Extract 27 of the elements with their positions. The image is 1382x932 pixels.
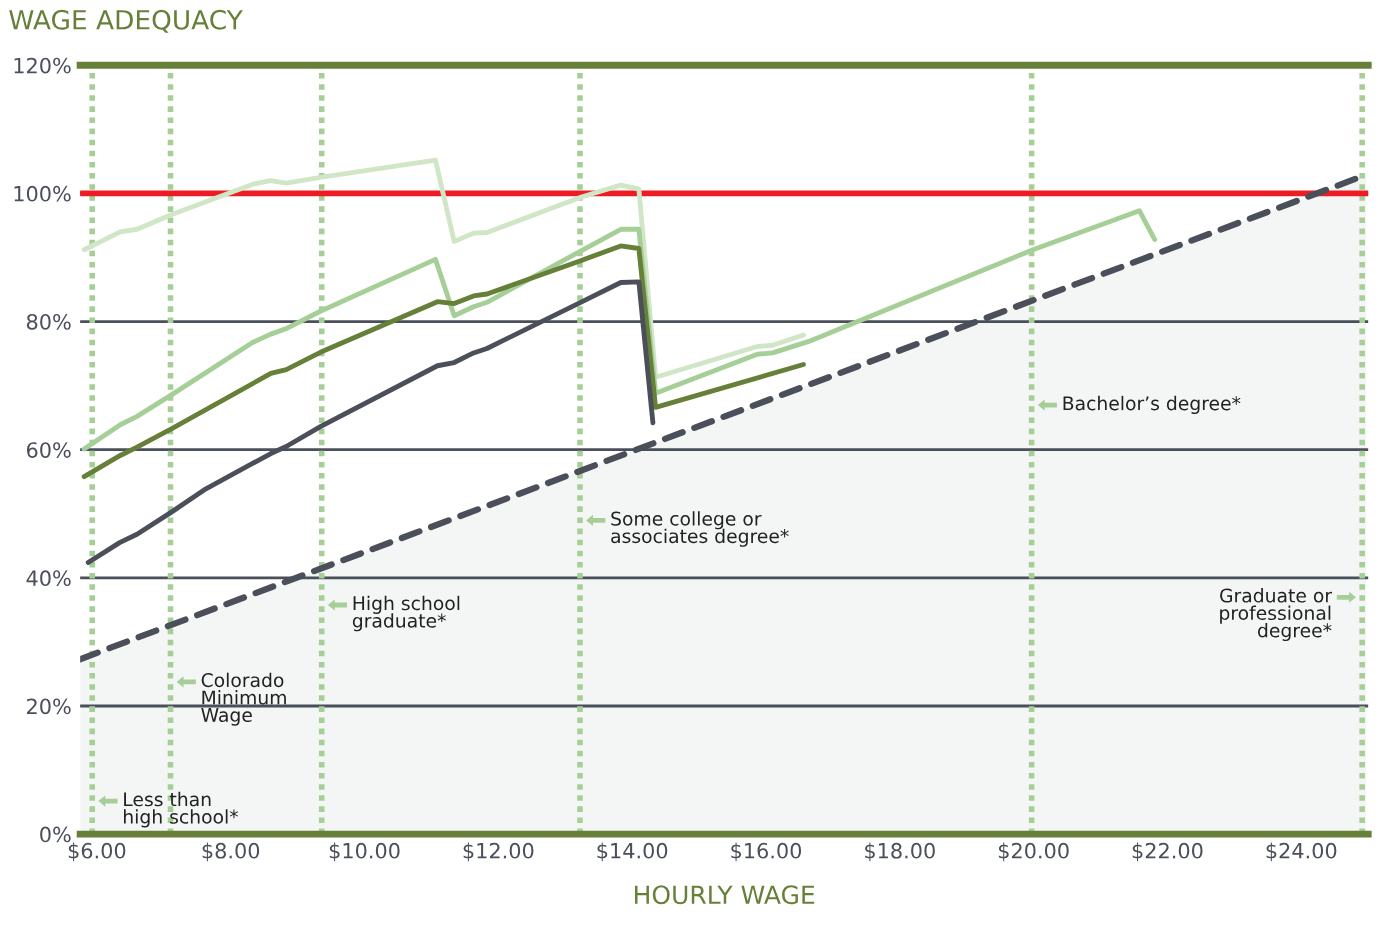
x-tick-label: $18.00 xyxy=(865,842,935,862)
y-tick-label: 120% xyxy=(14,57,71,74)
y-tick-label: 60% xyxy=(26,442,71,458)
ref-line-label: Colorado Minimum Wage xyxy=(201,672,286,726)
x-tick-label: $22.00 xyxy=(1132,842,1203,862)
y-tick-label: 20% xyxy=(27,698,71,715)
x-tick-label: $6.00 xyxy=(68,842,126,862)
x-tick-label: $16.00 xyxy=(731,842,802,862)
x-tick-label: $24.00 xyxy=(1266,842,1337,862)
x-tick-label: $20.00 xyxy=(998,842,1069,862)
x-tick-label: $8.00 xyxy=(202,842,260,862)
ref-line-label: High school graduate* xyxy=(352,595,460,632)
y-tick-label: 40% xyxy=(26,570,71,587)
ref-line-label: Graduate or professional degree* xyxy=(1220,588,1333,642)
x-axis-title: HOURLY WAGE xyxy=(635,885,815,905)
y-tick-label: 100% xyxy=(14,185,71,202)
line-series xyxy=(81,157,806,380)
ref-line-label: Some college or associates degree* xyxy=(611,511,789,547)
x-tick-label: $14.00 xyxy=(597,842,668,862)
x-tick-label: $12.00 xyxy=(463,842,534,862)
ref-line-label: Bachelor’s degree* xyxy=(1063,395,1241,415)
chart-title: WAGE ADEQUACY xyxy=(9,9,243,33)
ref-line-label: Less than high school* xyxy=(124,791,239,828)
x-tick-label: $10.00 xyxy=(329,842,400,862)
line-series xyxy=(81,243,806,480)
y-tick-label: 0% xyxy=(40,826,71,843)
y-tick-label: 80% xyxy=(26,313,71,330)
